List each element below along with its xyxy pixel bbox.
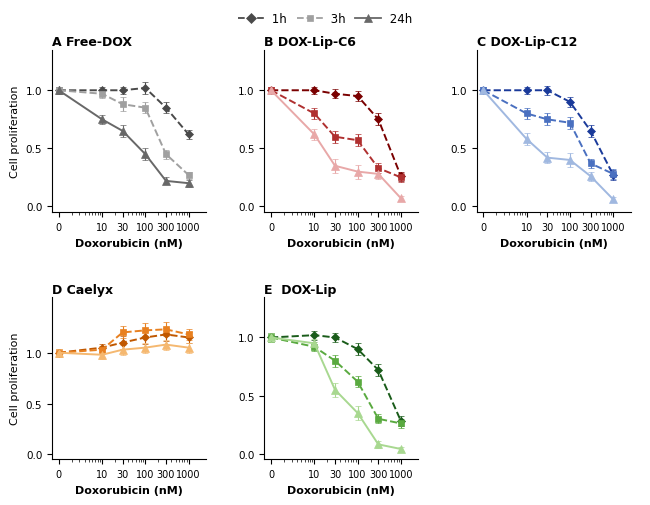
Text: B DOX-Lip-C6: B DOX-Lip-C6 [265,36,356,49]
X-axis label: Doxorubicin (nM): Doxorubicin (nM) [75,238,183,248]
Y-axis label: Cell proliferation: Cell proliferation [10,332,20,425]
X-axis label: Doxorubicin (nM): Doxorubicin (nM) [75,485,183,495]
Y-axis label: Cell proliferation: Cell proliferation [10,85,20,178]
X-axis label: Doxorubicin (nM): Doxorubicin (nM) [287,238,395,248]
Text: A Free-DOX: A Free-DOX [52,36,132,49]
Text: C DOX-Lip-C12: C DOX-Lip-C12 [476,36,577,49]
Legend:  1h,  3h,  24h: 1h, 3h, 24h [233,9,417,31]
Text: D Caelyx: D Caelyx [52,283,113,296]
X-axis label: Doxorubicin (nM): Doxorubicin (nM) [500,238,608,248]
Text: E  DOX-Lip: E DOX-Lip [265,283,337,296]
X-axis label: Doxorubicin (nM): Doxorubicin (nM) [287,485,395,495]
